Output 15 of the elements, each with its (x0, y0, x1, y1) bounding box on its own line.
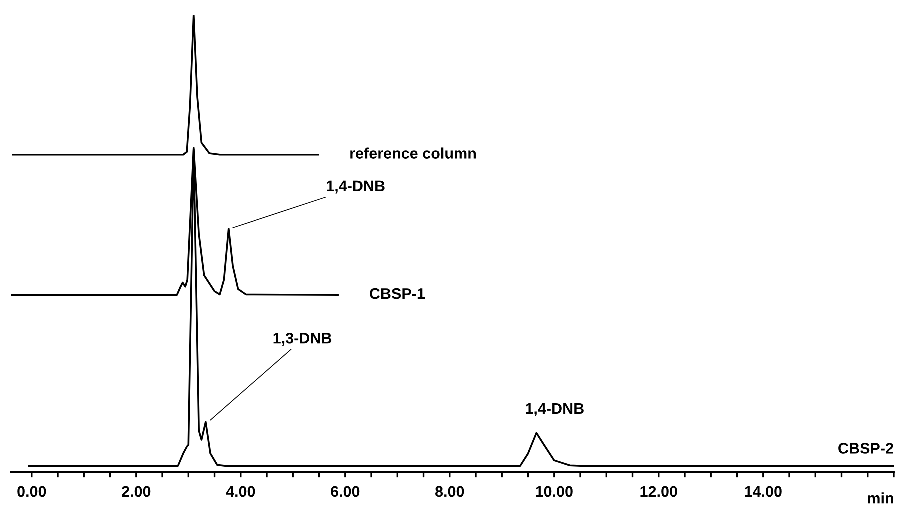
annotation: 1,4-DNB (526, 403, 584, 416)
x-tick-label: 14.00 (745, 486, 782, 498)
x-tick-label: 2.00 (122, 486, 151, 498)
annotation: 1,4-DNB (327, 180, 385, 194)
x-tick-label: 10.00 (536, 486, 573, 498)
x-axis-title: min (868, 492, 894, 504)
x-tick-label: 6.00 (331, 486, 360, 498)
annotation: 1,3-DNB (274, 332, 332, 346)
x-tick-label: 12.00 (640, 486, 678, 498)
series-label: CBSP-2 (838, 443, 894, 454)
x-tick-label: 8.00 (436, 486, 464, 498)
x-tick-label: 4.00 (226, 486, 256, 498)
x-tick-label: 0.00 (18, 486, 46, 498)
text: reference column (350, 148, 476, 159)
text: CBSP-1 (370, 288, 426, 300)
